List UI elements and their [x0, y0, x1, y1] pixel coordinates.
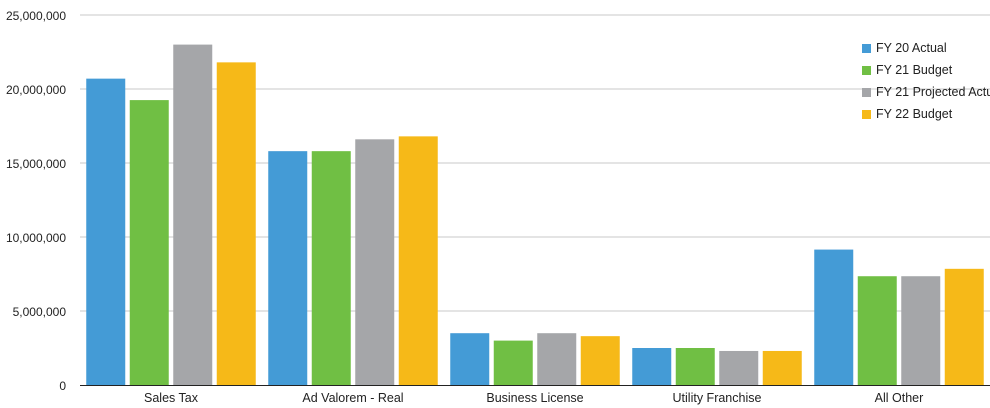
- bar: [355, 139, 395, 385]
- bar: [675, 348, 715, 385]
- bar: [493, 340, 533, 385]
- legend-swatch: [862, 109, 871, 119]
- y-axis-tick-labels: 0 5,000,000 10,000,000 15,000,000 20,000…: [6, 9, 66, 393]
- legend: FY 20 Actual FY 21 Budget FY 21 Projecte…: [862, 37, 990, 125]
- bar: [86, 78, 126, 385]
- bar: [398, 136, 438, 385]
- bar: [901, 276, 941, 385]
- y-tick-label: 10,000,000: [6, 231, 66, 245]
- legend-item: FY 22 Budget: [862, 103, 990, 125]
- bar: [814, 249, 854, 385]
- category-label: Sales Tax: [144, 391, 199, 405]
- bar: [268, 151, 308, 385]
- bar: [537, 333, 577, 385]
- bar: [450, 333, 490, 385]
- category-label: Utility Franchise: [673, 391, 762, 405]
- category-label: Ad Valorem - Real: [302, 391, 403, 405]
- bar: [944, 268, 984, 385]
- category-labels: Sales Tax Ad Valorem - Real Business Lic…: [144, 391, 923, 405]
- legend-label: FY 21 Projected Actual: [876, 85, 990, 99]
- legend-item: FY 21 Projected Actual: [862, 81, 990, 103]
- y-tick-label: 15,000,000: [6, 157, 66, 171]
- category-label: Business License: [486, 391, 583, 405]
- bar: [311, 151, 351, 385]
- bar: [719, 350, 759, 385]
- bar: [857, 276, 897, 385]
- legend-swatch: [862, 87, 871, 97]
- bar: [129, 100, 169, 385]
- y-tick-label: 25,000,000: [6, 9, 66, 23]
- legend-swatch: [862, 43, 871, 53]
- y-tick-label: 5,000,000: [13, 305, 67, 319]
- legend-item: FY 20 Actual: [862, 37, 990, 59]
- gridlines: [80, 14, 990, 312]
- y-tick-label: 20,000,000: [6, 83, 66, 97]
- bar: [762, 350, 802, 385]
- bar: [216, 62, 256, 386]
- bar: [580, 336, 620, 385]
- bar: [632, 348, 672, 385]
- y-tick-label: 0: [59, 379, 66, 393]
- bar: [173, 44, 213, 385]
- legend-label: FY 21 Budget: [876, 63, 953, 77]
- category-label: All Other: [875, 391, 924, 405]
- legend-label: FY 22 Budget: [876, 107, 953, 121]
- bars: [86, 44, 984, 386]
- legend-label: FY 20 Actual: [876, 41, 947, 55]
- legend-swatch: [862, 65, 871, 75]
- legend-item: FY 21 Budget: [862, 59, 990, 81]
